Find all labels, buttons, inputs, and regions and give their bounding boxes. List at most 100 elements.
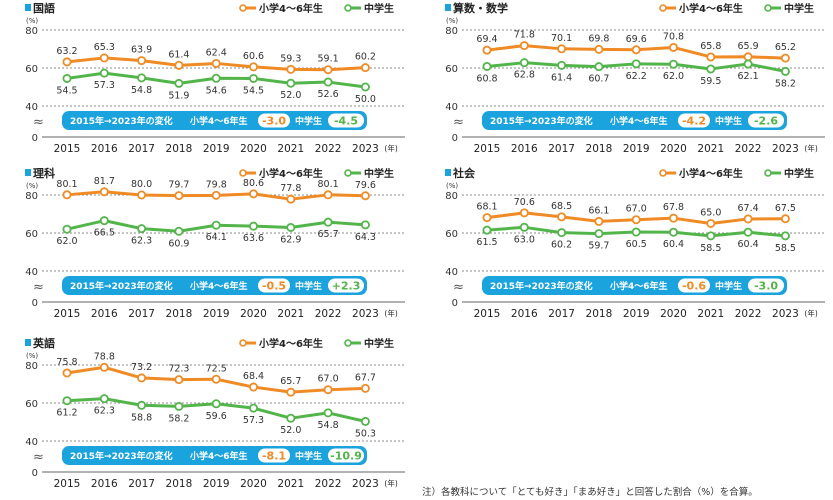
y-tick-label: 80 [25,361,38,372]
axis-break-icon: ≈ [33,280,44,295]
data-point-elementary [211,190,221,200]
change-elementary-value: -4.2 [682,115,706,128]
data-point-elementary [62,190,72,200]
data-label-junior: 59.6 [206,411,227,422]
data-point-junior [137,73,147,83]
data-point-elementary [211,58,221,68]
change-label: 2015年→2023年の変化 [490,280,593,292]
data-point-elementary [557,212,567,222]
x-tick-label: 2022 [735,308,762,320]
legend-marker-junior [344,169,352,177]
x-tick-label: 2018 [166,143,193,155]
data-label-elementary: 79.8 [206,179,227,190]
data-label-elementary: 59.3 [280,53,301,64]
footnote: 注）各教科について「とても好き」「まあ好き」と回答した割合（%）を合算。 [422,487,758,498]
change-banner: 2015年→2023年の変化 小学4～6年生 -0.6 中学生 -3.0 [482,276,787,295]
y-tick-label: 60 [25,229,38,240]
data-label-elementary: 70.8 [663,31,684,42]
legend: 小学4～6年生 中学生 [239,167,394,180]
data-label-elementary: 79.7 [168,180,189,191]
y-tick-label: 80 [25,191,38,202]
change-junior-pill [328,113,364,128]
data-point-junior [594,229,604,239]
legend: 小学4～6年生 中学生 [659,167,814,180]
data-point-junior [557,228,567,238]
data-label-elementary: 69.4 [476,34,497,45]
data-label-elementary: 63.2 [56,46,77,57]
data-label-elementary: 81.7 [94,176,115,187]
y-axis-unit: (%) [446,182,458,190]
change-elementary-label: 小学4～6年生 [189,450,248,462]
data-label-junior: 60.8 [476,73,497,84]
series-junior: 60.8 62.8 61.4 60.7 62.2 62.0 59.5 62.1 58.2 [476,58,796,89]
data-point-junior [323,77,333,87]
data-label-junior: 62.0 [56,236,77,247]
change-elementary-pill [258,113,290,128]
data-point-elementary [519,208,529,218]
change-banner-bg [482,276,787,295]
data-point-junior [360,416,370,426]
data-label-junior: 64.1 [206,232,227,243]
y-tick-label: 60 [25,64,38,75]
legend-marker-elementary [239,4,247,12]
data-point-elementary [99,187,109,197]
data-point-elementary [174,60,184,70]
legend-label-junior: 中学生 [364,337,394,350]
change-junior-label: 中学生 [295,450,322,462]
data-label-junior: 59.7 [588,241,609,252]
data-label-junior: 63.0 [514,234,535,245]
y-tick-label: 60 [445,229,458,240]
data-point-junior [211,220,221,230]
y-tick-label: 80 [445,26,458,37]
change-junior-pill [748,113,784,128]
data-label-junior: 51.9 [168,90,189,101]
x-axis-unit: (年) [804,143,817,153]
data-point-junior [248,221,258,231]
data-point-junior [323,408,333,418]
axis-break-icon: ≈ [33,450,44,465]
data-point-junior [557,60,567,70]
y-tick-label: 0 [452,298,458,309]
data-label-elementary: 67.5 [775,203,796,214]
data-label-junior: 63.6 [243,233,264,244]
x-tick-label: 2017 [128,143,155,155]
data-point-junior [62,396,72,406]
series-junior: 61.2 62.3 58.8 58.2 59.6 57.3 52.0 54.8 50.3 [56,394,376,439]
chart-panel-social-studies: 社会 小学4～6年生 中学生 (%) 80 60 40 0 ≈2015 2016 2017 2018 2… [420,165,830,330]
data-point-elementary [482,45,492,55]
y-tick-label: 0 [32,298,38,309]
data-label-junior: 60.2 [551,240,572,251]
x-tick-label: 2019 [203,478,230,490]
change-junior-pill [328,278,364,293]
change-banner-bg [62,446,367,465]
legend-marker-elementary [659,4,667,12]
data-label-elementary: 65.3 [94,42,115,53]
data-label-elementary: 79.6 [355,180,376,191]
title-marker [445,169,451,176]
change-junior-label: 中学生 [295,280,322,292]
change-junior-value: -2.6 [754,115,778,128]
change-banner-bg [62,111,367,130]
legend-label-elementary: 小学4～6年生 [258,2,323,15]
data-label-elementary: 71.8 [514,30,535,41]
y-tick-label: 40 [25,102,38,113]
series-elementary: 69.4 71.8 70.1 69.8 69.6 70.8 65.8 65.9 65.2 [476,30,796,63]
data-label-elementary: 73.2 [131,362,152,373]
data-label-junior: 60.5 [626,239,647,250]
change-banner: 2015年→2023年の変化 小学4～6年生 -4.2 中学生 -2.6 [482,111,787,130]
data-point-junior [174,78,184,88]
data-point-elementary [519,41,529,51]
legend: 小学4～6年生 中学生 [239,337,394,350]
data-label-elementary: 66.1 [588,205,609,216]
x-tick-label: 2019 [623,308,650,320]
data-point-elementary [62,57,72,67]
data-point-elementary [286,194,296,204]
data-label-elementary: 67.8 [663,202,684,213]
x-tick-label: 2023 [772,308,799,320]
x-tick-label: 2018 [586,308,613,320]
chart-title: 社会 [452,166,476,180]
data-label-elementary: 65.2 [775,42,796,53]
data-label-elementary: 63.9 [131,45,152,56]
change-junior-pill [328,448,364,463]
